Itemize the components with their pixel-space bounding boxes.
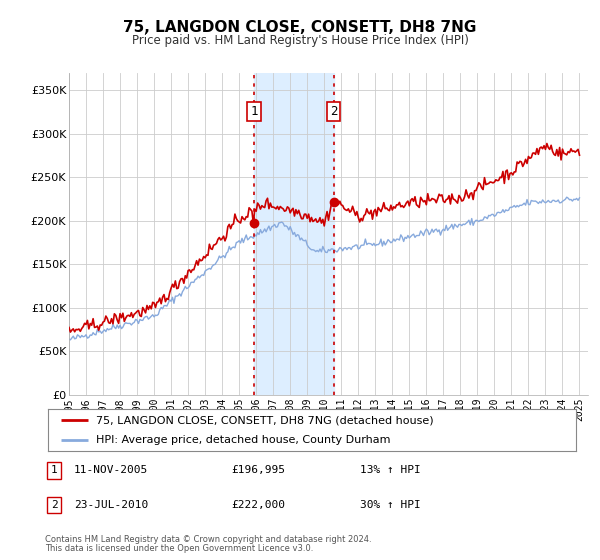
Text: £196,995: £196,995 — [231, 465, 285, 475]
Text: 13% ↑ HPI: 13% ↑ HPI — [359, 465, 421, 475]
Bar — [254, 73, 334, 395]
Text: 1: 1 — [250, 105, 258, 118]
Text: HPI: Average price, detached house, County Durham: HPI: Average price, detached house, Coun… — [95, 435, 390, 445]
Text: 1: 1 — [50, 465, 58, 475]
Text: 23-JUL-2010: 23-JUL-2010 — [74, 500, 148, 510]
Text: Price paid vs. HM Land Registry's House Price Index (HPI): Price paid vs. HM Land Registry's House … — [131, 34, 469, 46]
Text: Contains HM Land Registry data © Crown copyright and database right 2024.: Contains HM Land Registry data © Crown c… — [45, 535, 371, 544]
Text: 30% ↑ HPI: 30% ↑ HPI — [359, 500, 421, 510]
Text: 2: 2 — [330, 105, 337, 118]
Text: 75, LANGDON CLOSE, CONSETT, DH8 7NG (detached house): 75, LANGDON CLOSE, CONSETT, DH8 7NG (det… — [95, 415, 433, 425]
Text: 2: 2 — [50, 500, 58, 510]
Text: This data is licensed under the Open Government Licence v3.0.: This data is licensed under the Open Gov… — [45, 544, 313, 553]
Text: £222,000: £222,000 — [231, 500, 285, 510]
Text: 75, LANGDON CLOSE, CONSETT, DH8 7NG: 75, LANGDON CLOSE, CONSETT, DH8 7NG — [124, 20, 476, 35]
Text: 11-NOV-2005: 11-NOV-2005 — [74, 465, 148, 475]
